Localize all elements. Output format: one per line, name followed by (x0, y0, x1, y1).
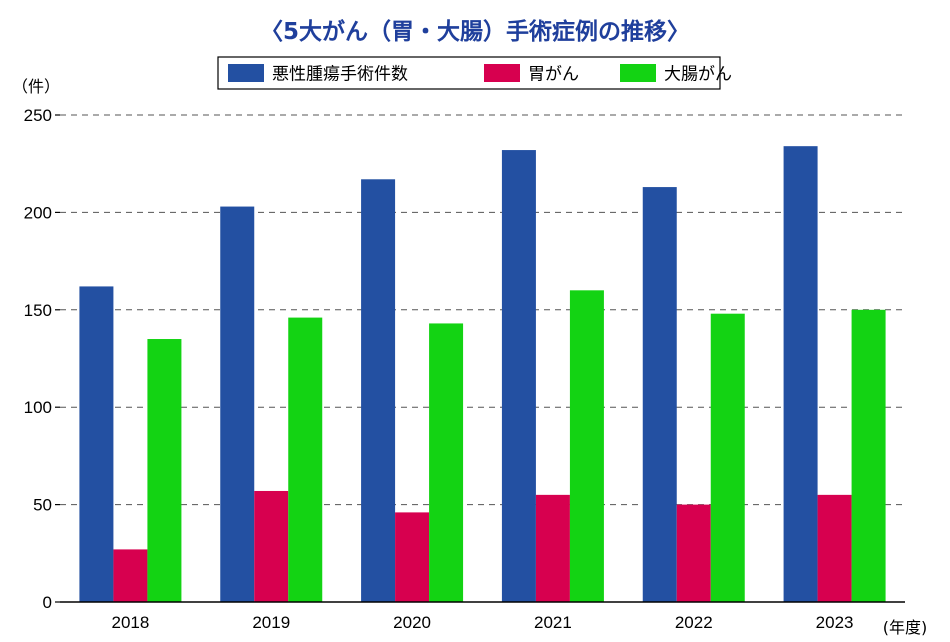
bar-2020-series-2 (429, 323, 464, 602)
legend-swatch-0 (228, 64, 264, 82)
bars (79, 146, 886, 603)
bar-2019-series-1 (254, 490, 289, 602)
legend-swatch-1 (484, 64, 520, 82)
y-tick-label: 100 (24, 398, 52, 417)
y-tick-label: 250 (24, 106, 52, 125)
bar-2023-series-2 (851, 309, 886, 602)
legend-label-0: 悪性腫瘍手術件数 (272, 65, 408, 85)
gridlines (60, 114, 905, 506)
bar-2022-series-1 (676, 504, 711, 602)
legend: 悪性腫瘍手術件数 胃がん 大腸がん (217, 56, 732, 90)
bar-2023-series-1 (817, 494, 852, 602)
bar-2020-series-1 (395, 512, 430, 602)
y-axis-unit-label: （件） (12, 77, 60, 96)
legend-label-1: 胃がん (528, 65, 579, 85)
bar-2019-series-0 (220, 206, 255, 602)
legend-swatch-2 (620, 64, 656, 82)
x-tick-label: 2021 (534, 613, 572, 632)
bar-2021-series-2 (569, 290, 604, 602)
x-axis-ticks: 2018 2019 2020 2021 2022 2023 (112, 613, 854, 632)
bar-2018-series-1 (113, 549, 148, 602)
legend-label-2: 大腸がん (664, 65, 732, 85)
x-tick-label: 2022 (675, 613, 713, 632)
x-tick-label: 2020 (393, 613, 431, 632)
y-tick-label: 150 (24, 301, 52, 320)
bar-2021-series-1 (535, 494, 570, 602)
y-tick-label: 200 (24, 203, 52, 222)
bar-2020-series-0 (361, 179, 396, 602)
x-tick-label: 2023 (816, 613, 854, 632)
bar-2021-series-0 (501, 150, 536, 602)
bar-2023-series-0 (783, 146, 818, 602)
bar-2022-series-2 (710, 313, 745, 602)
y-tick-label: 50 (33, 496, 52, 515)
y-axis-ticks: 0 50 100 150 200 250 (24, 106, 60, 612)
x-tick-label: 2018 (112, 613, 150, 632)
x-axis-unit-label: (年度) (883, 618, 928, 637)
x-tick-label: 2019 (252, 613, 290, 632)
bar-2022-series-0 (642, 187, 677, 603)
bar-2019-series-2 (288, 317, 323, 602)
chart-title: 〈5大がん（胃・大腸）手術症例の推移〉 (260, 18, 690, 45)
bar-2018-series-0 (79, 286, 114, 602)
y-tick-label: 0 (43, 593, 52, 612)
bar-2018-series-2 (147, 339, 182, 602)
